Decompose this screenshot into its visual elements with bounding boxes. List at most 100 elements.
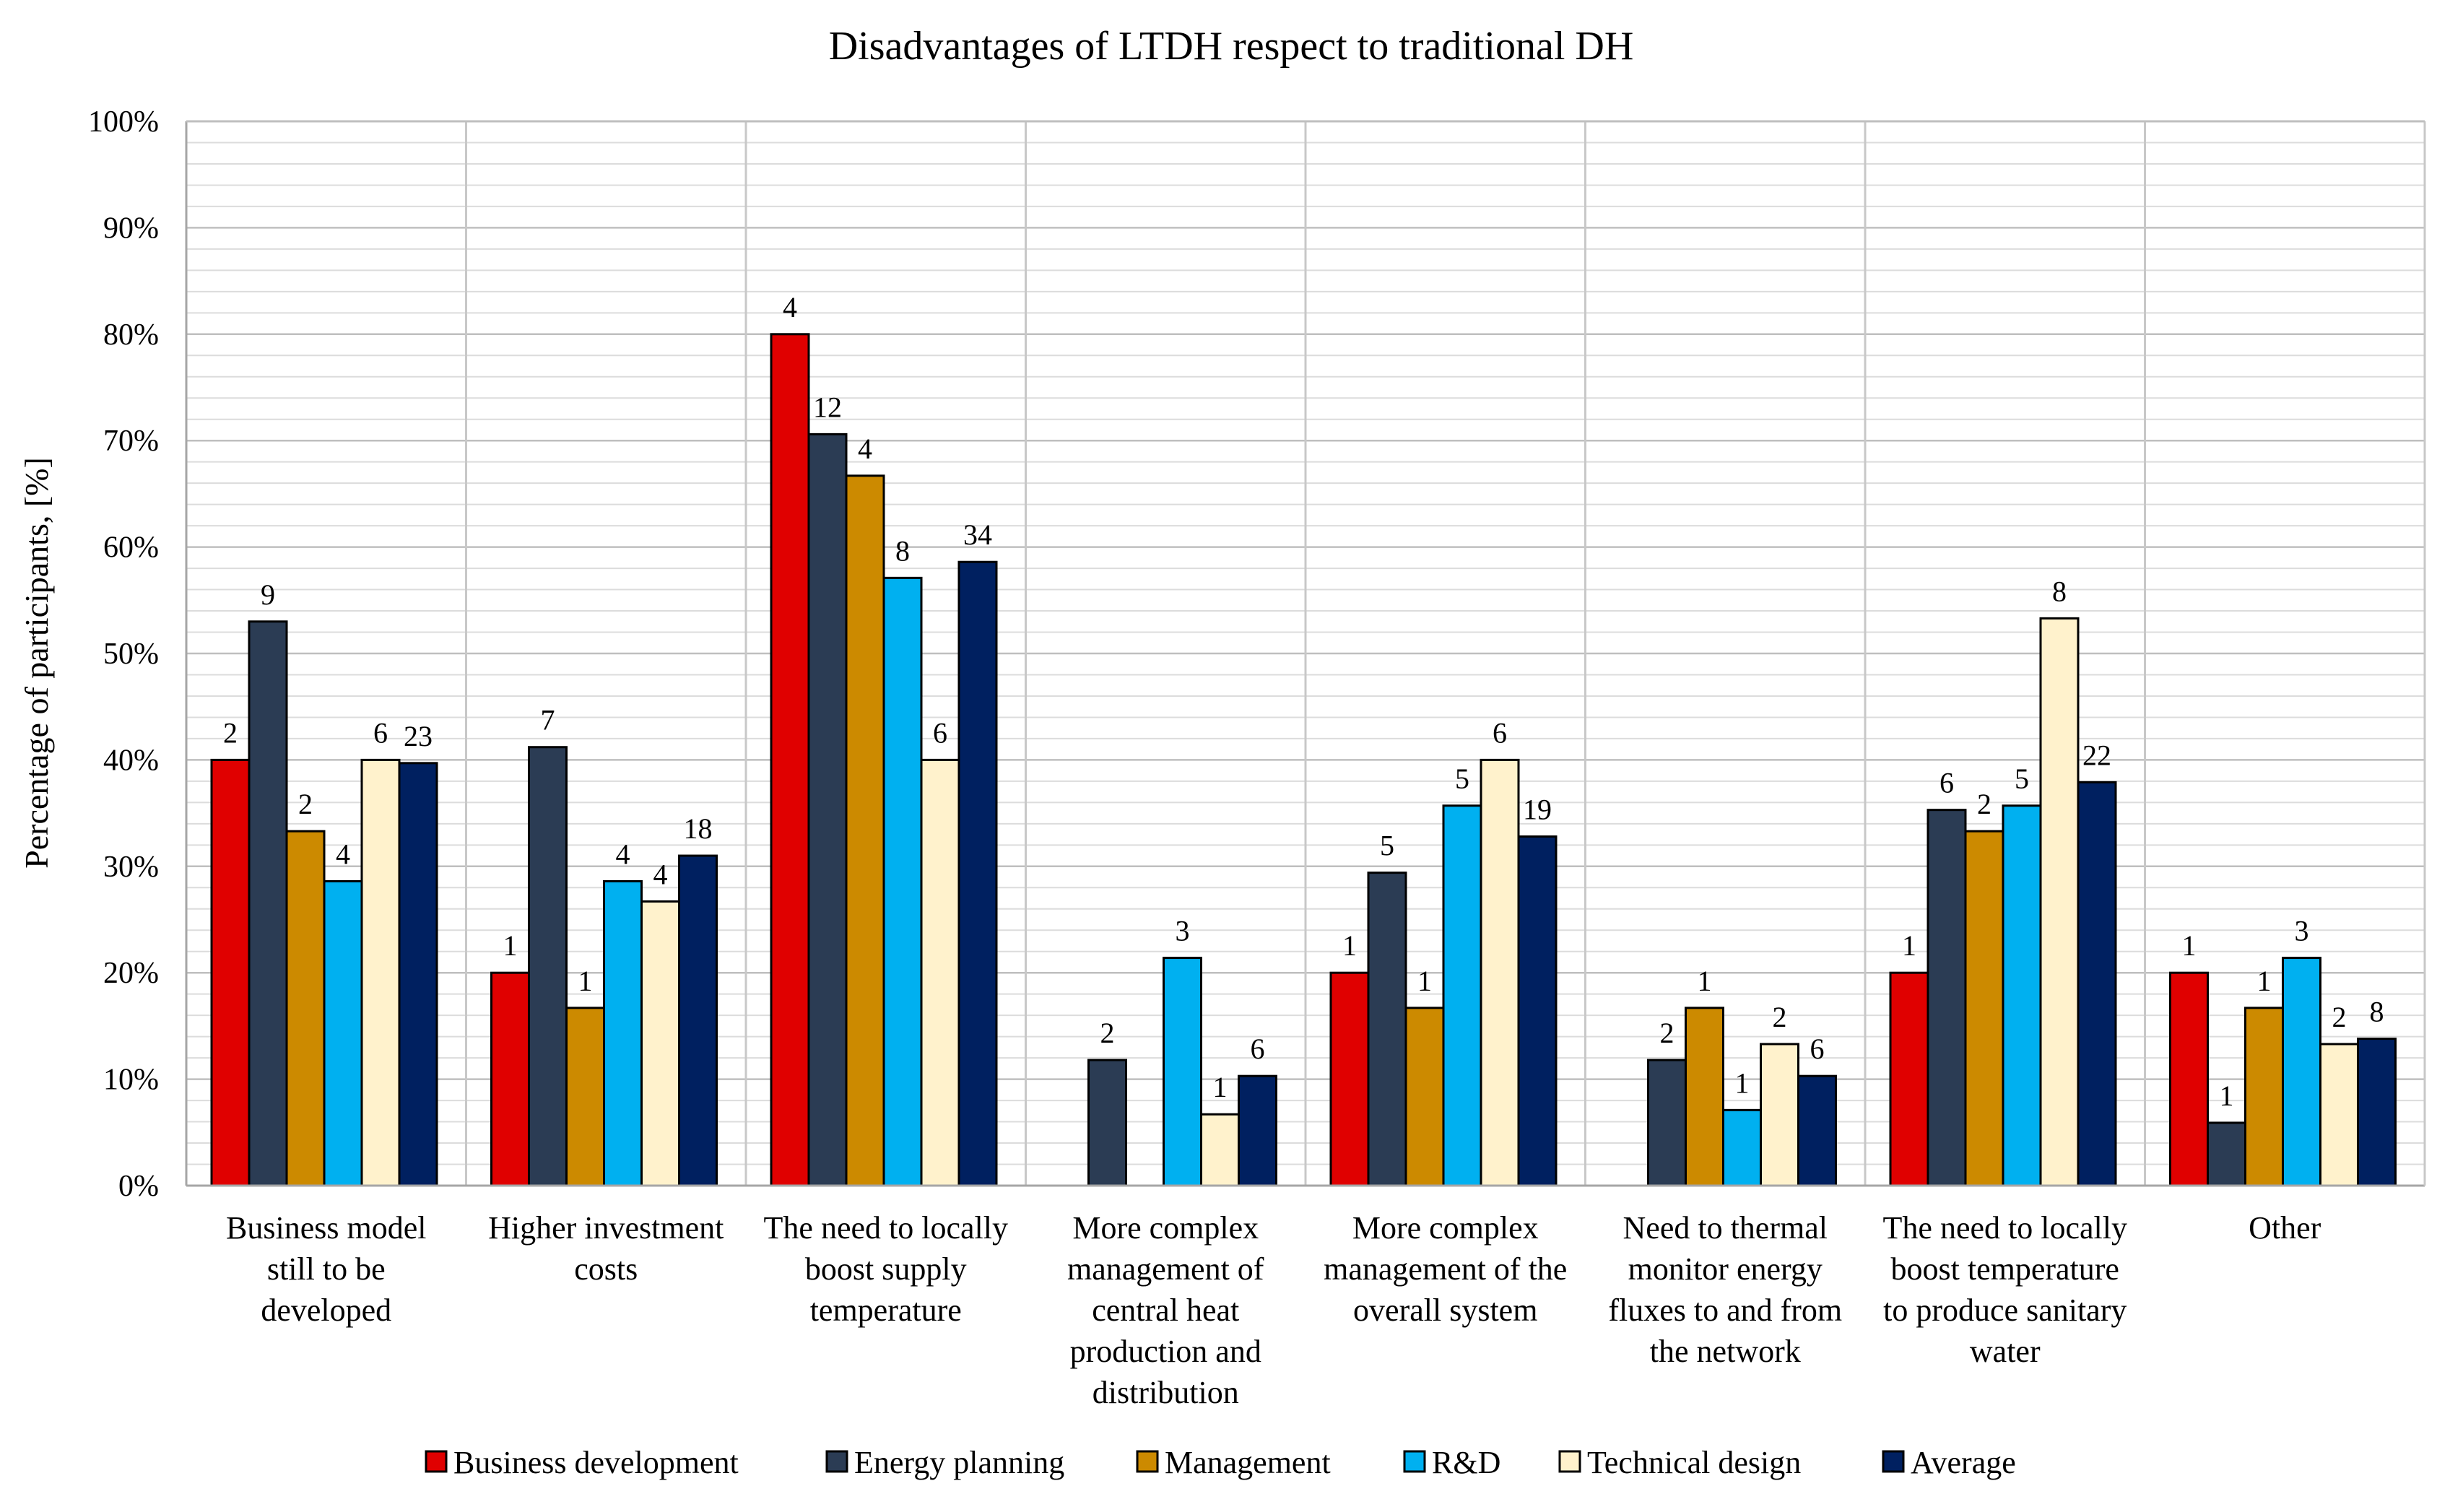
- y-axis-label: Percentage of participants, [%]: [18, 457, 55, 869]
- bar: [1087, 1059, 1127, 1187]
- data-label: 2: [1100, 1017, 1115, 1049]
- legend-swatch: [825, 1450, 848, 1473]
- bar: [1442, 804, 1482, 1187]
- legend-label: Business development: [453, 1445, 739, 1480]
- category-label-line: distribution: [1093, 1375, 1239, 1410]
- bar: [2077, 781, 2117, 1187]
- y-tick-label: 80%: [103, 318, 159, 352]
- bar: [2319, 1043, 2359, 1187]
- bar: [640, 900, 680, 1187]
- data-label: 3: [1176, 915, 1190, 947]
- category-label-line: fluxes to and from: [1608, 1292, 1842, 1328]
- data-label: 1: [1213, 1071, 1228, 1103]
- bar: [2357, 1038, 2397, 1187]
- data-label: 8: [895, 534, 910, 567]
- bar: [603, 879, 643, 1187]
- bar: [1926, 809, 1967, 1187]
- data-label: 19: [1523, 794, 1552, 826]
- data-label: 6: [1939, 767, 1954, 799]
- legend-label: Management: [1165, 1445, 1331, 1480]
- data-label: 1: [2257, 965, 2272, 997]
- data-label: 7: [541, 704, 555, 737]
- data-label: 2: [223, 716, 238, 749]
- category-label-line: costs: [574, 1251, 638, 1287]
- legend-label: R&D: [1432, 1445, 1500, 1480]
- data-label: 1: [1342, 929, 1357, 962]
- data-label: 1: [1735, 1066, 1750, 1099]
- category-label: The need to locally boost temperature to p…: [1883, 1210, 2127, 1369]
- data-label: 4: [783, 291, 797, 323]
- bar: [1238, 1074, 1277, 1187]
- bar: [248, 620, 288, 1187]
- data-label: 1: [503, 929, 518, 962]
- legend-label: Average: [1911, 1445, 2016, 1480]
- data-label: 2: [2332, 1001, 2347, 1033]
- bar: [1889, 971, 1929, 1187]
- category-label-line: the network: [1650, 1334, 1801, 1369]
- bar: [2039, 617, 2080, 1187]
- bar: [1404, 1007, 1445, 1187]
- bar: [2169, 971, 2209, 1187]
- bar: [1367, 872, 1407, 1187]
- y-tick-labels: 0% 10% 20% 30% 40% 50% 60% 70% 80% 90% 100%: [88, 105, 159, 1203]
- data-label: 8: [2370, 996, 2384, 1028]
- bar: [1480, 758, 1520, 1187]
- bar: [1329, 971, 1370, 1187]
- y-tick-label: 10%: [103, 1064, 159, 1097]
- data-label: 8: [2052, 575, 2067, 607]
- bar: [845, 474, 885, 1187]
- bar: [490, 971, 530, 1187]
- data-label: 4: [616, 838, 630, 870]
- bar: [565, 1007, 605, 1187]
- data-label: 6: [1810, 1033, 1825, 1065]
- category-label-line: The need to locally: [1883, 1210, 2127, 1246]
- y-tick-label: 70%: [103, 425, 159, 458]
- data-label: 1: [578, 965, 593, 997]
- legend-label: Technical design: [1587, 1445, 1801, 1480]
- bar: [1964, 830, 2004, 1187]
- category-label-line: management of the: [1324, 1251, 1567, 1287]
- data-label: 6: [1251, 1033, 1265, 1065]
- legend: Business development Energy planning Manag…: [425, 1445, 2016, 1480]
- category-label-line: Business model: [226, 1210, 426, 1246]
- legend-swatch: [1558, 1450, 1581, 1473]
- legend-swatch: [1136, 1450, 1159, 1473]
- legend-label: Energy planning: [854, 1445, 1064, 1480]
- data-label: 1: [2220, 1079, 2234, 1112]
- category-label: The need to locally boost supply temperatu…: [764, 1210, 1008, 1328]
- data-label: 9: [261, 578, 275, 611]
- data-label: 18: [684, 812, 713, 845]
- bar: [2244, 1007, 2284, 1187]
- data-label: 6: [933, 716, 947, 749]
- category-label: More complex management of the overall sys…: [1324, 1210, 1567, 1328]
- category-label-line: monitor energy: [1628, 1251, 1823, 1287]
- y-tick-label: 40%: [103, 744, 159, 777]
- data-label: 3: [2295, 915, 2309, 947]
- bar: [920, 758, 960, 1187]
- data-label: 12: [813, 391, 842, 423]
- data-label: 4: [336, 838, 350, 870]
- bar: [678, 854, 718, 1187]
- data-label: 6: [373, 716, 388, 749]
- bar: [528, 746, 568, 1187]
- data-label: 4: [858, 433, 872, 465]
- bar: [1517, 835, 1558, 1187]
- data-label: 2: [1773, 1001, 1787, 1033]
- data-label: 6: [1493, 716, 1507, 749]
- bar: [360, 758, 401, 1187]
- data-label: 5: [1380, 830, 1394, 862]
- category-label-line: Higher investment: [488, 1210, 724, 1246]
- category-separators: [465, 121, 2146, 1186]
- data-label: 23: [404, 720, 433, 752]
- category-label-line: More complex: [1352, 1210, 1539, 1246]
- data-label: 1: [2182, 929, 2197, 962]
- y-tick-label: 30%: [103, 851, 159, 884]
- category-label-line: to produce sanitary: [1883, 1292, 2127, 1328]
- category-label-line: temperature: [810, 1292, 962, 1328]
- bar: [2282, 957, 2321, 1187]
- chart-title: Disadvantages of LTDH respect to traditi…: [829, 24, 1634, 69]
- category-labels: Business model still to be developed Higher…: [226, 1210, 2321, 1410]
- category-label-line: The need to locally: [764, 1210, 1008, 1246]
- axes: [185, 120, 2426, 1187]
